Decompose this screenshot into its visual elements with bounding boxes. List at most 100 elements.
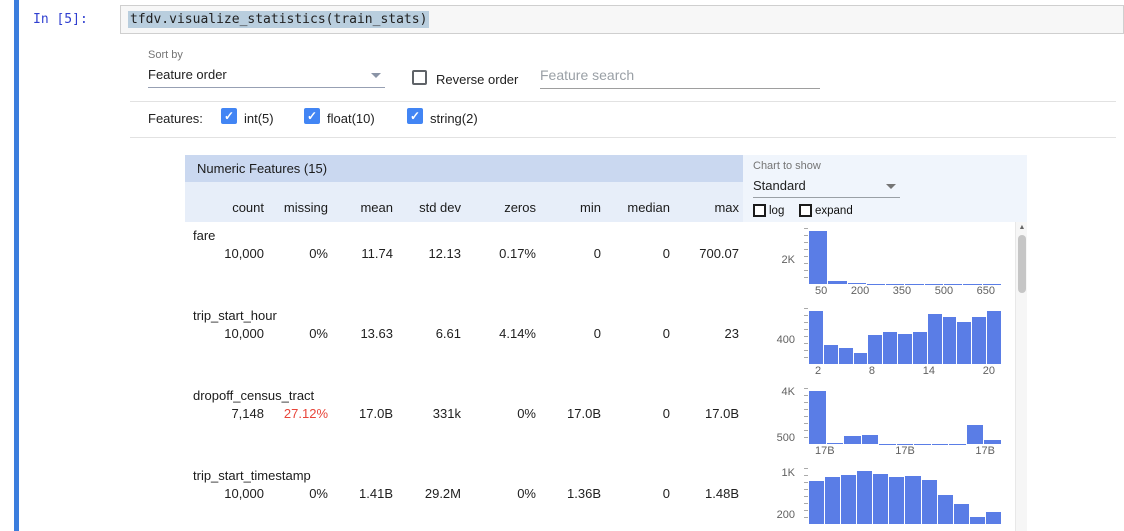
histogram-bar[interactable] xyxy=(987,310,1001,364)
histogram-trip-start-hour: 400 2 8 14 20 xyxy=(743,302,1013,382)
histogram-bar[interactable] xyxy=(825,477,841,524)
table-row: trip_start_hour 10,000 0% 13.63 6.61 4.1… xyxy=(185,302,743,382)
chevron-down-icon xyxy=(371,73,381,78)
histogram-bars xyxy=(804,468,1001,524)
cell-median: 0 xyxy=(662,406,670,421)
histogram-bar[interactable] xyxy=(844,436,861,444)
column-headers: count missing mean std dev zeros min med… xyxy=(185,182,743,222)
x-tick-label: 500 xyxy=(934,285,954,297)
histogram-bar[interactable] xyxy=(868,334,883,364)
filter-int-label: int(5) xyxy=(244,111,274,126)
histogram-bar[interactable] xyxy=(823,345,838,364)
histogram-bar[interactable] xyxy=(873,474,889,524)
cell-count: 10,000 xyxy=(224,246,264,261)
cell-std-dev: 6.61 xyxy=(435,326,461,341)
histogram-bar[interactable] xyxy=(861,435,879,444)
scroll-up-icon[interactable]: ▲ xyxy=(1018,224,1026,231)
histogram-bar[interactable] xyxy=(905,475,921,524)
histogram-bars xyxy=(804,308,1001,364)
cell-max: 700.07 xyxy=(699,246,739,261)
histogram-bar[interactable] xyxy=(969,516,985,524)
chart-controls-panel: Chart to show Standard log expand xyxy=(743,155,1027,222)
histogram-bar[interactable] xyxy=(826,443,844,444)
x-tick-label: 14 xyxy=(922,365,935,377)
cell-std-dev: 29.2M xyxy=(424,486,461,501)
x-tick-label: 2 xyxy=(815,365,822,377)
col-std-dev: std dev xyxy=(419,200,461,215)
table-row: dropoff_census_tract 7,148 27.12% 17.0B … xyxy=(185,382,743,462)
histogram-bar[interactable] xyxy=(889,477,905,524)
histogram-dropoff-census-tract: 4K 500 17B 17B 17B xyxy=(743,382,1013,462)
y-tick-label: 4K xyxy=(781,385,795,398)
histogram-bar[interactable] xyxy=(883,332,898,364)
histogram-bar[interactable] xyxy=(966,424,984,444)
histogram-bar[interactable] xyxy=(972,317,987,364)
cell-zeros: 0.17% xyxy=(499,246,536,261)
x-tick-label: 200 xyxy=(850,285,870,297)
histogram-bar[interactable] xyxy=(809,311,823,364)
histogram-bar[interactable] xyxy=(984,439,1002,444)
y-axis-labels: 4K 500 xyxy=(743,382,805,462)
x-axis-labels: 17B 17B 17B xyxy=(805,445,1005,457)
numeric-features-table: Numeric Features (15) Chart to show Stan… xyxy=(185,155,1027,531)
cell-mean: 17.0B xyxy=(359,406,393,421)
cell-max: 1.48B xyxy=(705,486,739,501)
sort-by-dropdown[interactable]: Feature order xyxy=(148,63,385,88)
histogram-bar[interactable] xyxy=(985,512,1001,524)
cell-std-dev: 12.13 xyxy=(428,246,461,261)
table-row: trip_start_timestamp 10,000 0% 1.41B 29.… xyxy=(185,462,743,531)
col-max: max xyxy=(714,200,739,215)
cell-mean: 1.41B xyxy=(359,486,393,501)
cell-max: 17.0B xyxy=(705,406,739,421)
histogram-bar[interactable] xyxy=(898,334,912,364)
histogram-bar[interactable] xyxy=(921,479,937,524)
cell-std-dev: 331k xyxy=(432,406,461,421)
histogram-bar[interactable] xyxy=(927,314,942,364)
filter-string-label: string(2) xyxy=(430,111,478,126)
histogram-bar[interactable] xyxy=(809,481,825,524)
y-tick-label: 500 xyxy=(776,432,795,445)
filter-float-checkbox[interactable] xyxy=(304,108,320,124)
x-tick-label: 350 xyxy=(892,285,912,297)
cell-missing: 0% xyxy=(309,486,328,501)
charts-scrollbar[interactable]: ▲ xyxy=(1015,222,1027,531)
code-text[interactable]: tfdv.visualize_statistics(train_stats) xyxy=(128,11,430,28)
histogram-bar[interactable] xyxy=(957,322,972,364)
checkbox-icon[interactable] xyxy=(799,204,812,217)
histogram-bar[interactable] xyxy=(937,494,953,524)
histogram-bar[interactable] xyxy=(847,282,866,284)
histogram-bar[interactable] xyxy=(953,504,969,524)
y-tick-label: 200 xyxy=(776,508,795,521)
cell-missing: 0% xyxy=(309,246,328,261)
cell-count: 7,148 xyxy=(231,406,264,421)
histogram-bar[interactable] xyxy=(841,474,857,524)
code-cell[interactable]: tfdv.visualize_statistics(train_stats) xyxy=(120,5,1124,34)
histogram-bar[interactable] xyxy=(809,390,826,444)
table-row: fare 10,000 0% 11.74 12.13 0.17% 0 0 700… xyxy=(185,222,743,302)
chart-type-dropdown[interactable]: Standard xyxy=(753,175,900,198)
x-tick-label: 20 xyxy=(982,365,995,377)
log-label: log xyxy=(769,204,785,217)
histogram-bar[interactable] xyxy=(912,331,927,364)
histogram-bar[interactable] xyxy=(853,353,868,364)
filter-int-checkbox[interactable] xyxy=(221,108,237,124)
histogram-bar[interactable] xyxy=(857,471,873,524)
histogram-bar[interactable] xyxy=(838,347,853,364)
histogram-bar[interactable] xyxy=(809,230,828,284)
col-mean: mean xyxy=(360,200,393,215)
col-count: count xyxy=(232,200,264,215)
histogram-bars xyxy=(804,388,1002,444)
histogram-bar[interactable] xyxy=(828,280,847,284)
feature-name: trip_start_timestamp xyxy=(193,468,311,483)
feature-search-input[interactable] xyxy=(540,62,820,89)
scrollbar-thumb[interactable] xyxy=(1018,235,1026,293)
cell-mean: 11.74 xyxy=(361,246,393,261)
expand-checkbox[interactable]: expand xyxy=(799,204,853,217)
col-missing: missing xyxy=(283,200,328,215)
filter-string-checkbox[interactable] xyxy=(407,108,423,124)
histogram-bar[interactable] xyxy=(942,317,957,364)
checkbox-icon[interactable] xyxy=(753,204,766,217)
log-checkbox[interactable]: log xyxy=(753,204,784,217)
reverse-order-checkbox[interactable] xyxy=(412,70,427,85)
cell-missing: 27.12% xyxy=(283,406,328,421)
